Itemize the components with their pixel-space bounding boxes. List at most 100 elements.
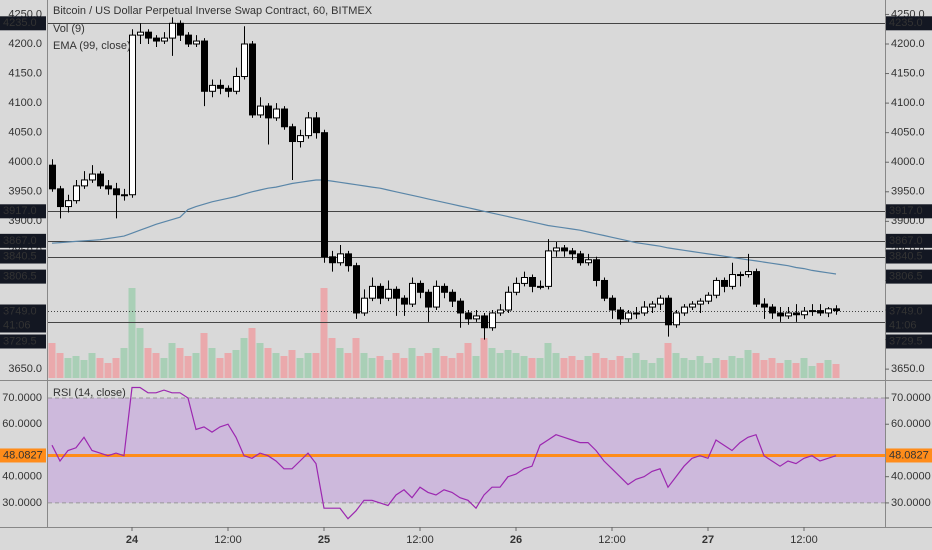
- y-tick-label: 4100.0: [891, 97, 925, 109]
- volume-bar: [64, 358, 72, 378]
- candle-body: [809, 310, 816, 313]
- y-tick-label-left: 3950.0: [8, 186, 42, 198]
- volume-bar: [560, 358, 568, 378]
- candle-body: [689, 303, 696, 308]
- last-price-tag-label: 3749.0: [889, 305, 923, 317]
- candle-body: [657, 297, 664, 305]
- candle-body: [433, 285, 440, 308]
- candle-body: [345, 253, 352, 267]
- rsi-tick-label: 30.0000: [891, 497, 931, 509]
- level-tag-label-left: 3806.5: [3, 271, 37, 283]
- countdown-tag-label-left: 41:06: [3, 319, 31, 331]
- volume-bar: [168, 343, 176, 378]
- candle-body: [185, 34, 192, 45]
- candle-body: [273, 108, 280, 119]
- y-tick-label-left: 3650.0: [8, 363, 42, 375]
- candle-body: [681, 306, 688, 314]
- candle-body: [449, 291, 456, 302]
- candle-body: [673, 312, 680, 326]
- rsi-tick-label: 70.0000: [891, 392, 931, 404]
- volume-bar: [144, 348, 152, 378]
- rsi-tick-label: 60.0000: [891, 418, 931, 430]
- volume-bar: [392, 353, 400, 378]
- candle-body: [97, 173, 104, 187]
- volume-bar: [192, 353, 200, 378]
- candle-body: [401, 297, 408, 305]
- candle-body: [737, 274, 744, 277]
- candle-body: [481, 315, 488, 329]
- candle-body: [569, 250, 576, 255]
- volume-bar: [680, 358, 688, 378]
- level-tag-label: 3917.0: [889, 205, 923, 217]
- volume-legend: Vol (9): [53, 23, 85, 35]
- candle-body: [161, 37, 168, 42]
- volume-bar: [552, 353, 560, 378]
- y-tick-label-left: 4050.0: [8, 127, 42, 139]
- volume-bar: [48, 343, 56, 378]
- volume-bar: [728, 356, 736, 378]
- volume-bar: [632, 353, 640, 378]
- candle-body: [697, 300, 704, 305]
- volume-bar: [256, 343, 264, 378]
- x-tick-label: 26: [510, 534, 522, 546]
- volume-bar: [672, 353, 680, 378]
- level-tag-left: [0, 16, 46, 31]
- level-tag-label: 4235.0: [889, 17, 923, 29]
- volume-bar: [608, 360, 616, 378]
- candle-body: [457, 300, 464, 314]
- volume-bar: [216, 358, 224, 378]
- candle-body: [585, 259, 592, 264]
- volume-bar: [784, 360, 792, 378]
- volume-bar: [824, 360, 832, 378]
- volume-bar: [120, 348, 128, 378]
- volume-bar: [656, 358, 664, 378]
- candle-body: [617, 309, 624, 320]
- candle-body: [609, 297, 616, 311]
- ema-legend: EMA (99, close): [53, 40, 131, 52]
- countdown-tag-label: 41:06: [889, 319, 917, 331]
- y-tick-label: 4200.0: [891, 38, 925, 50]
- volume-bar: [696, 356, 704, 378]
- candle-body: [313, 117, 320, 134]
- volume-bar: [712, 358, 720, 378]
- volume-bar: [408, 348, 416, 378]
- candle-body: [753, 271, 760, 305]
- candle-body: [249, 43, 256, 116]
- volume-bar: [224, 353, 232, 378]
- volume-bar: [664, 343, 672, 378]
- volume-bar: [320, 288, 328, 378]
- volume-bar: [760, 360, 768, 378]
- candle-body: [577, 253, 584, 264]
- volume-bar: [504, 350, 512, 378]
- volume-bar: [416, 356, 424, 378]
- candle-body: [353, 265, 360, 314]
- candle-body: [89, 173, 96, 181]
- volume-bar: [520, 356, 528, 378]
- level-tag: [886, 249, 932, 264]
- x-tick-label: 12:00: [598, 534, 626, 546]
- candle-body: [369, 285, 376, 299]
- y-tick-label: 4150.0: [891, 67, 925, 79]
- rsi-last-tag-left: [0, 448, 46, 463]
- candle-body: [201, 40, 208, 92]
- volume-bar: [232, 350, 240, 378]
- candle-body: [321, 132, 328, 258]
- candle-body: [529, 277, 536, 287]
- volume-bar: [88, 353, 96, 378]
- candle-body: [137, 31, 144, 36]
- rsi-legend: RSI (14, close): [53, 387, 126, 399]
- volume-bar: [432, 348, 440, 378]
- volume-bar: [640, 360, 648, 378]
- candle-body: [361, 297, 368, 314]
- volume-bar: [248, 328, 256, 378]
- volume-bar: [200, 333, 208, 378]
- level-tag-label: 3867.0: [889, 235, 923, 247]
- candle-body: [49, 164, 56, 190]
- candle-body: [417, 282, 424, 293]
- level-tag: [886, 16, 932, 31]
- volume-bar: [576, 360, 584, 378]
- volume-bar: [440, 356, 448, 378]
- candle-body: [793, 312, 800, 316]
- volume-bar: [600, 358, 608, 378]
- candle-body: [385, 288, 392, 299]
